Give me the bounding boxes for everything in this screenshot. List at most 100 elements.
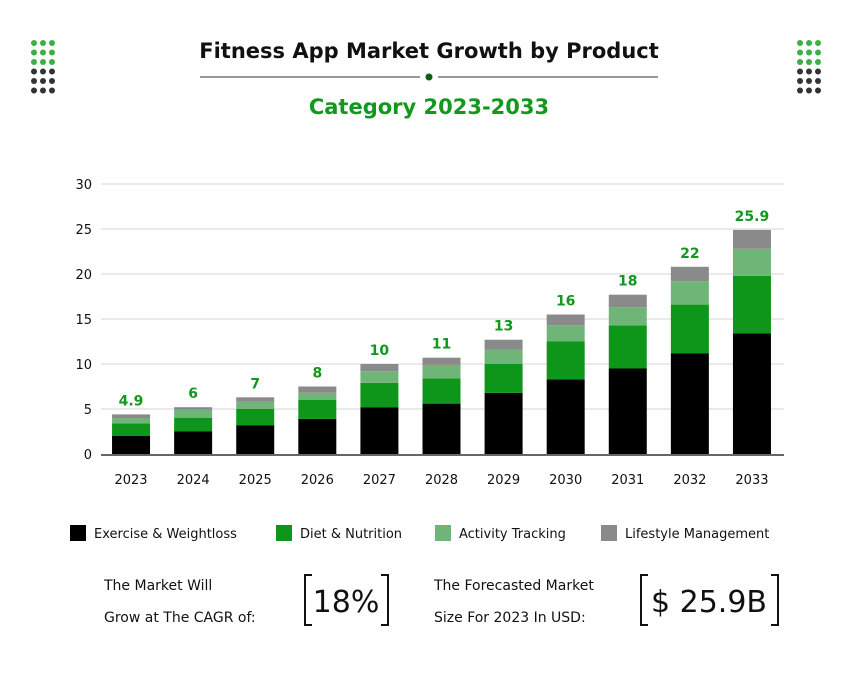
- decorative-dot: [49, 78, 55, 84]
- bar-segment: [174, 418, 213, 432]
- decorative-dot: [31, 40, 37, 46]
- total-data-label: 11: [432, 337, 451, 353]
- bar-segment: [546, 314, 585, 326]
- decorative-dot: [31, 68, 37, 75]
- market-size-text-line1: The Forecasted Market: [433, 578, 594, 594]
- bar-segment: [608, 307, 647, 326]
- decorative-dot: [806, 40, 812, 46]
- total-data-label: 13: [494, 319, 513, 335]
- decorative-dot: [49, 59, 55, 65]
- total-data-label: 6: [188, 386, 198, 402]
- total-data-label: 25.9: [735, 209, 770, 225]
- decorative-dot: [806, 59, 812, 65]
- decorative-dot: [815, 87, 821, 94]
- legend-swatch: [70, 525, 86, 541]
- cagr-text-line2: Grow at The CAGR of:: [104, 610, 256, 626]
- bar-segment: [546, 341, 585, 380]
- decorative-dot: [31, 59, 37, 65]
- bar-segment: [732, 248, 771, 276]
- bar-segment: [112, 418, 151, 424]
- bar-segment: [112, 436, 151, 454]
- total-data-label: 22: [680, 246, 699, 262]
- info-cagr: The Market Will Grow at The CAGR of: 18%: [103, 574, 389, 626]
- bar-segment: [670, 304, 709, 354]
- bar-segment: [298, 392, 337, 400]
- decorative-dot: [815, 59, 821, 65]
- bar-segment: [422, 403, 461, 454]
- decorative-dot: [49, 68, 55, 75]
- decorative-dot: [40, 87, 46, 94]
- x-tick-label: 2028: [425, 473, 458, 488]
- y-tick-label: 15: [75, 313, 92, 328]
- bar-segment: [546, 325, 585, 342]
- x-tick-label: 2033: [735, 473, 768, 488]
- bar-segment: [174, 407, 213, 410]
- y-tick-label: 25: [75, 223, 92, 238]
- y-tick-label: 5: [84, 403, 92, 418]
- x-tick-label: 2032: [673, 473, 706, 488]
- legend-label: Exercise & Weightloss: [94, 527, 237, 542]
- legend-label: Diet & Nutrition: [300, 527, 402, 542]
- bar-segment: [360, 364, 399, 372]
- y-tick-label: 30: [75, 178, 92, 193]
- total-data-label: 10: [370, 343, 390, 359]
- bar-segment: [298, 386, 337, 393]
- cagr-value: 18%: [313, 585, 380, 620]
- bar-segment: [484, 349, 523, 364]
- decorative-dot: [806, 49, 812, 56]
- x-tick-label: 2031: [611, 473, 644, 488]
- x-tick-label: 2024: [177, 473, 210, 488]
- bar-segment: [112, 414, 151, 418]
- total-data-label: 16: [556, 294, 575, 310]
- decorative-dot: [806, 78, 812, 84]
- decorative-dot: [49, 87, 55, 94]
- decorative-dot: [815, 68, 821, 75]
- info-market-size: The Forecasted Market Size For 2023 In U…: [433, 574, 779, 626]
- decorative-dot: [40, 68, 46, 75]
- bar-segment: [298, 400, 337, 419]
- bar-segment: [484, 392, 523, 454]
- market-size-value: $ 25.9B: [651, 585, 767, 620]
- bar-segment: [484, 364, 523, 393]
- bar-segment: [422, 378, 461, 404]
- total-data-label: 7: [250, 376, 260, 392]
- bar-segment: [484, 339, 523, 350]
- decorative-dot: [31, 87, 37, 94]
- bar-segment: [174, 409, 213, 418]
- total-data-label: 8: [312, 366, 322, 382]
- decorative-dot: [797, 87, 803, 94]
- decorative-dot: [797, 68, 803, 75]
- bar-segment: [236, 425, 275, 454]
- total-data-label: 4.9: [119, 393, 144, 409]
- bar-segment: [360, 371, 399, 383]
- decorative-dots-left: [31, 40, 55, 94]
- bar-segment: [360, 382, 399, 408]
- x-tick-label: 2023: [114, 473, 147, 488]
- decorative-dot: [49, 40, 55, 46]
- bar-segment: [236, 401, 275, 409]
- decorative-dot: [797, 49, 803, 56]
- bar-segment: [670, 266, 709, 282]
- decorative-dot: [49, 49, 55, 56]
- bar-segment: [112, 423, 151, 436]
- decorative-dot: [797, 59, 803, 65]
- bar-segment: [422, 364, 461, 379]
- decorative-dot: [40, 78, 46, 84]
- bar-segment: [236, 409, 275, 426]
- legend-label: Lifestyle Management: [625, 527, 769, 542]
- legend-swatch: [276, 525, 292, 541]
- decorative-dots-right: [797, 40, 821, 94]
- bar-segment: [298, 418, 337, 454]
- x-tick-label: 2027: [363, 473, 396, 488]
- x-tick-label: 2026: [301, 473, 334, 488]
- decorative-dot: [40, 49, 46, 56]
- decorative-dot: [797, 78, 803, 84]
- decorative-dot: [806, 68, 812, 75]
- decorative-dot: [31, 49, 37, 56]
- chart-subtitle: Category 2023-2033: [309, 95, 549, 119]
- bar-segment: [174, 431, 213, 454]
- x-tick-label: 2030: [549, 473, 582, 488]
- bar-segment: [608, 294, 647, 308]
